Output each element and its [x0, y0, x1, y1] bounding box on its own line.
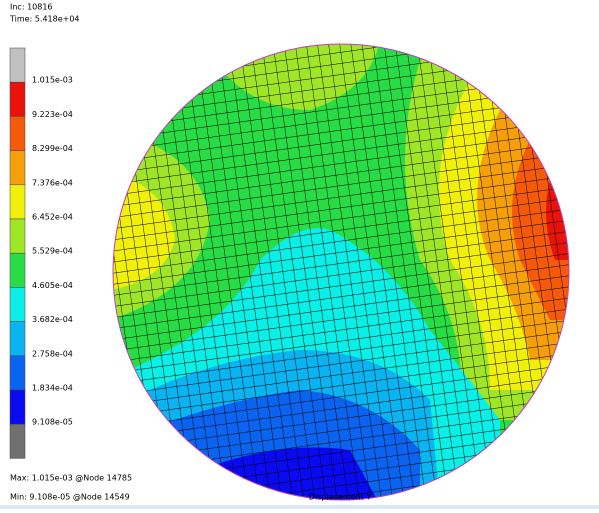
legend-label: 1.834e-04 — [32, 384, 73, 393]
legend-label: 4.605e-04 — [32, 281, 73, 290]
legend-label: 9.108e-05 — [32, 418, 73, 427]
legend-swatch — [9, 81, 26, 117]
legend-swatch — [9, 218, 26, 254]
legend-swatch — [9, 47, 26, 83]
color-legend: 1.015e-03 9.223e-04 8.299e-04 7.376e-04 6.45… — [9, 47, 73, 459]
legend-label: 7.376e-04 — [32, 178, 73, 187]
time-label: Time: 5.418e+04 — [9, 15, 80, 24]
contour-plot — [113, 44, 569, 500]
legend-label: 1.015e-03 — [32, 76, 73, 85]
legend-swatch — [9, 287, 26, 322]
inc-label: Inc: 10816 — [10, 3, 53, 12]
legend-swatch — [9, 150, 26, 186]
legend-swatch — [9, 321, 26, 357]
legend-swatch — [9, 389, 26, 425]
legend-label: 6.452e-04 — [32, 213, 73, 222]
legend-label: 8.299e-04 — [32, 144, 73, 153]
legend-swatch — [9, 355, 26, 391]
min-label: Min: 9.108e-05 @Node 14549 — [10, 493, 130, 502]
max-label: Max: 1.015e-03 @Node 14785 — [10, 474, 132, 483]
legend-swatch — [9, 252, 26, 288]
legend-label: 2.758e-04 — [32, 349, 73, 358]
legend-swatch — [9, 423, 26, 459]
status-strip — [0, 505, 599, 509]
legend-label: 3.682e-04 — [32, 315, 73, 324]
legend-label: 5.529e-04 — [32, 247, 73, 256]
legend-label: 9.223e-04 — [32, 110, 73, 119]
model-outline — [112, 43, 570, 501]
legend-swatch — [9, 116, 26, 151]
legend-swatch — [9, 184, 26, 220]
result-title: Displacement Y — [309, 493, 372, 502]
